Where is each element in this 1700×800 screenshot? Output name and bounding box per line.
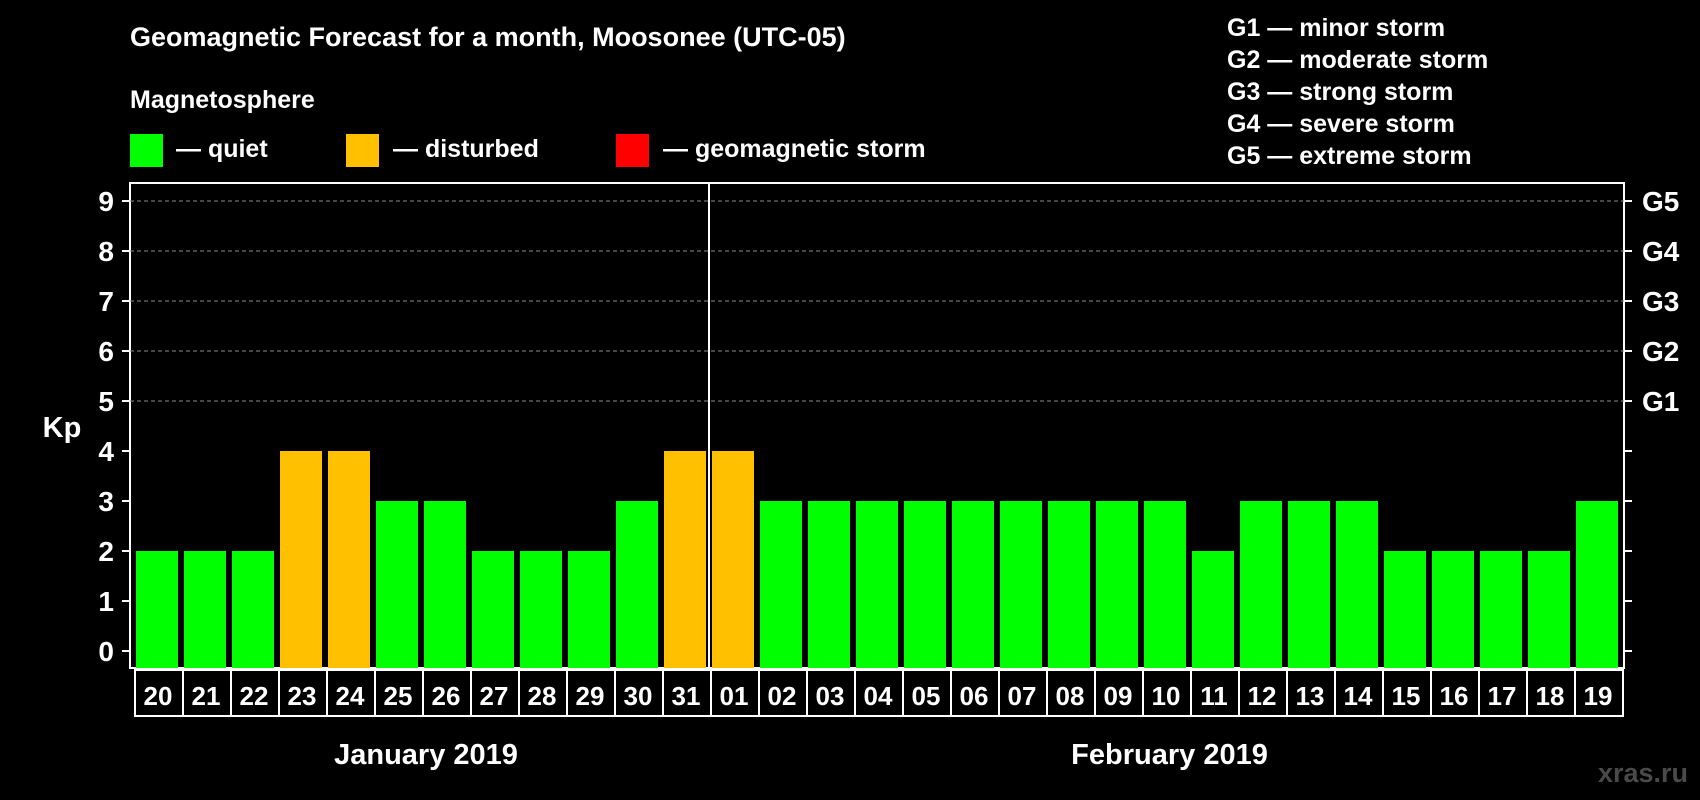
legend-label-quiet: — quiet xyxy=(176,135,268,163)
bar xyxy=(1240,501,1282,668)
bar xyxy=(472,551,514,668)
bar xyxy=(1576,501,1618,668)
x-tick-label: 12 xyxy=(1248,681,1277,711)
bar xyxy=(1048,501,1090,668)
watermark: xras.ru xyxy=(1598,758,1688,788)
x-tick-label: 01 xyxy=(720,681,749,711)
grid-layer xyxy=(130,200,1624,402)
legend-label-storm: — geomagnetic storm xyxy=(663,135,926,163)
x-tick-label: 21 xyxy=(192,681,221,711)
bar xyxy=(232,551,274,668)
legend-label-disturbed: — disturbed xyxy=(393,135,539,163)
bar xyxy=(328,451,370,668)
storm-scale-g2: G2 — moderate storm xyxy=(1227,46,1488,74)
date-box-frame xyxy=(134,669,1624,717)
bar xyxy=(856,501,898,668)
x-tick-label: 29 xyxy=(576,681,605,711)
x-tick-label: 02 xyxy=(768,681,797,711)
x-tick-label: 26 xyxy=(432,681,461,711)
x-tick-label: 27 xyxy=(480,681,509,711)
bar xyxy=(1384,551,1426,668)
storm-level-label: G2 xyxy=(1642,336,1679,367)
bar xyxy=(376,501,418,668)
bar xyxy=(1480,551,1522,668)
bar xyxy=(904,501,946,668)
x-tick-label: 16 xyxy=(1440,681,1469,711)
bar xyxy=(616,501,658,668)
bar xyxy=(520,551,562,668)
x-tick-label: 05 xyxy=(912,681,941,711)
y-tick-label: 3 xyxy=(98,486,114,517)
bar xyxy=(568,551,610,668)
bars-layer xyxy=(136,451,1618,668)
bar xyxy=(136,551,178,668)
x-tick-label: 06 xyxy=(960,681,989,711)
chart-title: Geomagnetic Forecast for a month, Mooson… xyxy=(130,22,846,52)
bar xyxy=(952,501,994,668)
month-label-february: February 2019 xyxy=(1071,739,1268,771)
x-tick-label: 10 xyxy=(1152,681,1181,711)
legend-swatch-disturbed xyxy=(346,134,379,167)
y-tick-label: 0 xyxy=(98,636,114,667)
y-tick-label: 2 xyxy=(98,536,114,567)
x-tick-label: 08 xyxy=(1056,681,1085,711)
storm-level-label: G1 xyxy=(1642,386,1679,417)
x-tick-label: 09 xyxy=(1104,681,1133,711)
bar xyxy=(712,451,754,668)
legend-swatch-storm xyxy=(616,134,649,167)
x-tick-label: 04 xyxy=(864,681,893,711)
bar xyxy=(424,501,466,668)
x-tick-label: 23 xyxy=(288,681,317,711)
y-tick-label: 9 xyxy=(98,186,114,217)
bar xyxy=(280,451,322,668)
storm-level-label: G4 xyxy=(1642,236,1680,267)
x-tick-label: 19 xyxy=(1584,681,1613,711)
x-tick-label: 03 xyxy=(816,681,845,711)
x-tick-label: 17 xyxy=(1488,681,1517,711)
bar xyxy=(1000,501,1042,668)
storm-scale-g3: G3 — strong storm xyxy=(1227,78,1453,106)
bar xyxy=(1144,501,1186,668)
x-tick-label: 14 xyxy=(1344,681,1373,711)
bar xyxy=(184,551,226,668)
bar xyxy=(760,501,802,668)
legend-title: Magnetosphere xyxy=(130,86,315,114)
bar xyxy=(1336,501,1378,668)
month-label-january: January 2019 xyxy=(334,739,518,771)
x-tick-label: 24 xyxy=(336,681,365,711)
storm-level-label: G5 xyxy=(1642,186,1679,217)
x-tick-label: 20 xyxy=(144,681,173,711)
y-tick-label: 5 xyxy=(98,386,114,417)
storm-scale-g1: G1 — minor storm xyxy=(1227,14,1445,42)
y-axis-label: Kp xyxy=(43,412,82,444)
x-tick-label: 13 xyxy=(1296,681,1325,711)
x-tick-label: 22 xyxy=(240,681,269,711)
storm-scale-g4: G4 — severe storm xyxy=(1227,110,1455,138)
y-tick-label: 6 xyxy=(98,336,114,367)
bar xyxy=(1432,551,1474,668)
bar xyxy=(1096,501,1138,668)
storm-scale-g5: G5 — extreme storm xyxy=(1227,142,1472,170)
x-tick-label: 31 xyxy=(672,681,701,711)
bar xyxy=(1288,501,1330,668)
bar xyxy=(808,501,850,668)
x-tick-label: 18 xyxy=(1536,681,1565,711)
x-tick-label: 07 xyxy=(1008,681,1037,711)
x-tick-label: 30 xyxy=(624,681,653,711)
bar xyxy=(664,451,706,668)
bar xyxy=(1528,551,1570,668)
y-tick-label: 7 xyxy=(98,286,114,317)
storm-level-label: G3 xyxy=(1642,286,1679,317)
bar xyxy=(1192,551,1234,668)
x-tick-label: 15 xyxy=(1392,681,1421,711)
y-tick-label: 1 xyxy=(98,586,114,617)
y-tick-label: 4 xyxy=(98,436,114,467)
x-tick-label: 11 xyxy=(1200,681,1228,711)
legend-swatch-quiet xyxy=(130,134,163,167)
y-tick-label: 8 xyxy=(98,236,114,267)
x-tick-label: 28 xyxy=(528,681,557,711)
x-tick-label: 25 xyxy=(384,681,413,711)
